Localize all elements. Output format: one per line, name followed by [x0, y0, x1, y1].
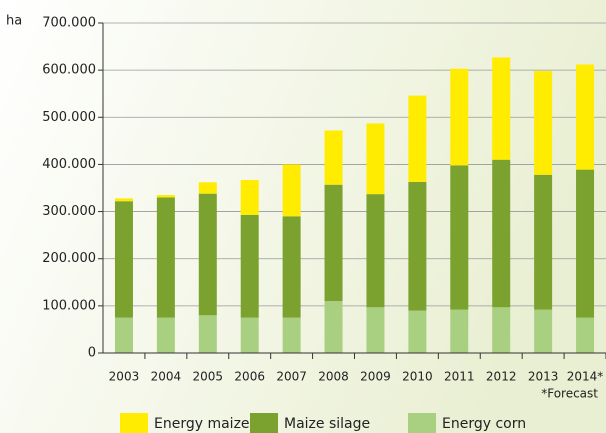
bar-segment: [240, 214, 259, 318]
x-tick-label: 2007: [276, 370, 307, 384]
bar-segment: [450, 309, 469, 353]
x-tick-label: 2003: [109, 370, 140, 384]
bar-segment: [366, 123, 385, 195]
bar-segment: [408, 310, 427, 353]
x-tick-label: 2010: [402, 370, 433, 384]
bar-segment: [492, 307, 511, 353]
bar-segment: [156, 317, 175, 353]
bar-segment: [324, 130, 343, 185]
y-tick-label: 0: [88, 346, 96, 361]
bar-segment: [492, 159, 511, 308]
bar-segment: [240, 317, 259, 353]
unit-label: ha: [6, 14, 22, 29]
legend-label: Energy corn: [442, 416, 526, 432]
y-tick-label: 100.000: [42, 298, 96, 313]
legend-label: Energy maize: [154, 416, 250, 432]
bar-segment: [576, 317, 595, 353]
bar-segment: [324, 184, 343, 302]
bar-segment: [576, 64, 595, 170]
x-tick-label: 2005: [193, 370, 224, 384]
y-tick-label: 500.000: [42, 110, 96, 125]
bar-segment: [324, 301, 343, 353]
bar-segment: [114, 201, 133, 318]
bar-segment: [240, 179, 259, 215]
bar-segment: [492, 57, 511, 160]
x-tick-label: 2013: [528, 370, 559, 384]
bar-segment: [282, 216, 301, 318]
bar-segment: [408, 181, 427, 311]
bar-segment: [156, 195, 175, 198]
y-tick-label: 300.000: [42, 204, 96, 219]
legend-swatch: [120, 413, 148, 433]
bar-segment: [198, 193, 217, 316]
bar-segment: [198, 182, 217, 194]
bar-segment: [408, 95, 427, 182]
bar-segment: [156, 197, 175, 318]
y-tick-label: 600.000: [42, 63, 96, 78]
legend-swatch: [250, 413, 278, 433]
x-tick-label: 2004: [151, 370, 182, 384]
bar-segment: [534, 309, 553, 353]
bar-segment: [114, 317, 133, 353]
bar-segment: [366, 194, 385, 308]
note: *Forecast: [541, 387, 598, 401]
bar-segment: [282, 164, 301, 217]
bar-segment: [198, 315, 217, 353]
bar-segment: [366, 307, 385, 353]
x-tick-label: 2008: [318, 370, 349, 384]
x-tick-label: 2014*: [567, 370, 604, 384]
bar-segment: [534, 71, 553, 175]
y-tick-label: 700.000: [42, 16, 96, 31]
legend-swatch: [408, 413, 436, 433]
bar-segment: [450, 165, 469, 310]
x-tick-label: 2012: [486, 370, 517, 384]
bar-segment: [534, 174, 553, 310]
y-tick-label: 400.000: [42, 157, 96, 172]
x-tick-label: 2006: [234, 370, 265, 384]
x-tick-label: 2009: [360, 370, 391, 384]
y-tick-label: 200.000: [42, 251, 96, 266]
x-tick-label: 2011: [444, 370, 475, 384]
bar-segment: [450, 68, 469, 166]
bar-segment: [576, 169, 595, 318]
legend-label: Maize silage: [284, 416, 370, 432]
bar-segment: [114, 198, 133, 202]
bar-segment: [282, 317, 301, 353]
